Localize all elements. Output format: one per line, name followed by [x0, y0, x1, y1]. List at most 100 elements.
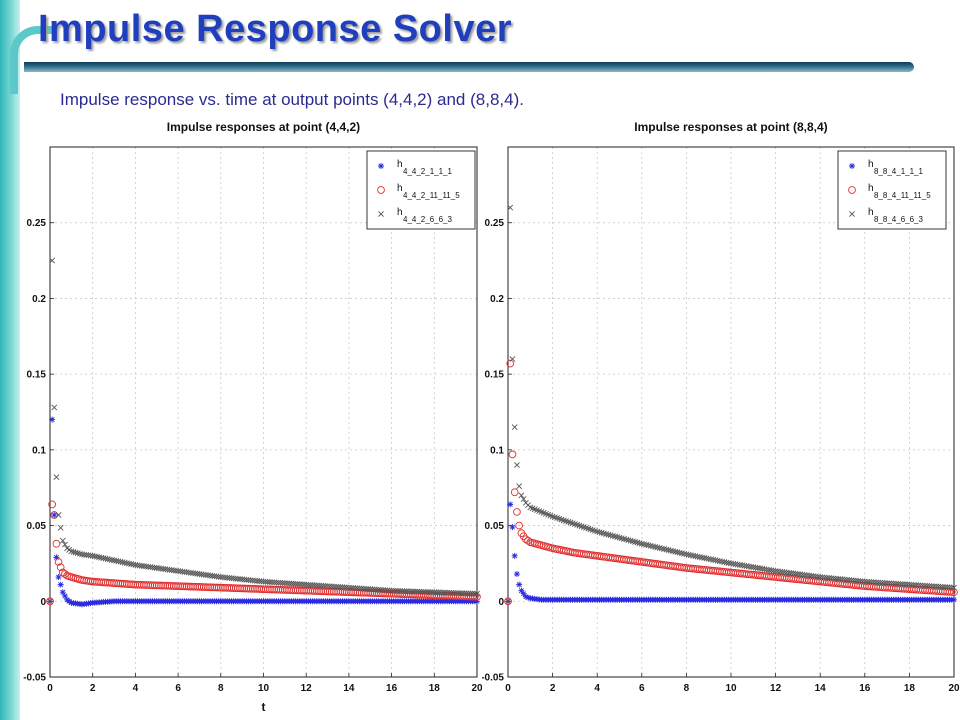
y-tick-label: 0 — [40, 597, 46, 608]
data-point — [768, 567, 775, 574]
data-point — [708, 556, 714, 563]
legend: h4_4_2_1_1_1h4_4_2_11_11_5h4_4_2_6_6_3 — [366, 150, 476, 230]
data-point — [696, 554, 703, 560]
data-point — [520, 590, 527, 597]
data-point — [665, 547, 672, 554]
data-point — [56, 563, 65, 572]
slide-title: Impulse Response Solver — [38, 8, 512, 50]
x-tick-label: 16 — [386, 683, 398, 694]
data-point — [893, 580, 899, 587]
data-point — [507, 204, 514, 211]
data-point — [61, 570, 69, 578]
data-point — [416, 588, 423, 595]
y-tick-label: -0.05 — [482, 673, 504, 684]
legend-marker — [377, 186, 385, 194]
chart-impulse-884: Impulse responses at point (8,8,4) 0 2 4 6 8 1… — [482, 120, 960, 694]
data-point — [939, 583, 946, 590]
data-point — [654, 544, 661, 551]
data-point — [399, 588, 406, 594]
data-point — [49, 257, 56, 264]
x-tick-label: 0 — [47, 683, 53, 694]
data-point — [699, 554, 705, 561]
data-point — [895, 580, 902, 587]
data-point — [931, 583, 937, 590]
data-point — [745, 563, 752, 570]
data-point — [54, 558, 63, 566]
data-point — [933, 583, 940, 590]
data-point — [752, 564, 759, 571]
data-point — [510, 488, 519, 497]
data-point — [46, 597, 54, 606]
data-point — [761, 566, 768, 573]
data-point — [463, 590, 470, 597]
y-tick-label: -0.05 — [23, 673, 46, 684]
data-point — [913, 582, 920, 589]
data-point — [515, 521, 524, 530]
data-point — [919, 582, 926, 589]
x-tick-label: 10 — [258, 683, 270, 694]
x-tick-label: 10 — [725, 683, 737, 694]
series-star — [47, 416, 480, 608]
data-point — [935, 583, 942, 590]
series-star — [505, 501, 957, 605]
data-point — [899, 581, 906, 588]
data-point — [509, 356, 516, 362]
data-point — [444, 589, 451, 596]
data-point — [511, 424, 518, 431]
data-point — [897, 581, 904, 587]
data-point — [513, 508, 521, 516]
data-point — [57, 581, 64, 588]
data-point — [670, 548, 676, 555]
data-point — [656, 545, 663, 551]
data-point — [59, 589, 66, 596]
data-point — [70, 549, 77, 555]
legend: h8_8_4_1_1_1h8_8_4_11_11_5h8_8_4_6_6_3 — [837, 150, 947, 230]
data-point — [507, 501, 514, 508]
data-point — [951, 584, 957, 591]
y-tick-label: 0.25 — [27, 218, 47, 229]
x-tick-label: 12 — [301, 683, 313, 694]
x-tick-label: 14 — [343, 683, 355, 694]
x-tick-label: 8 — [218, 683, 224, 694]
data-point — [516, 483, 523, 490]
data-point — [739, 562, 746, 569]
y-tick-label: 0.1 — [490, 445, 504, 456]
data-point — [388, 587, 395, 594]
data-point — [424, 589, 431, 595]
data-point — [946, 584, 953, 591]
data-point — [754, 565, 761, 571]
data-point — [414, 588, 421, 595]
data-point — [422, 588, 429, 595]
data-point — [509, 524, 516, 531]
data-point — [703, 555, 710, 562]
data-point — [61, 592, 68, 599]
legend-label: h — [868, 159, 874, 170]
chart-panel-left: Impulse responses at point (4,4,2) 0 2 4 6 8 1… — [22, 117, 482, 720]
data-point — [59, 537, 66, 544]
series-circle — [504, 359, 958, 606]
data-point — [674, 549, 681, 556]
data-point — [725, 560, 732, 566]
data-point — [922, 582, 928, 589]
data-point — [643, 541, 650, 548]
data-point — [908, 581, 915, 588]
legend-box — [837, 150, 947, 230]
legend-label-subscript: 4_4_2_1_1_1 — [403, 167, 452, 176]
data-point — [679, 550, 685, 557]
x-tick-label: 0 — [505, 683, 511, 694]
data-point — [712, 557, 719, 564]
data-point — [873, 579, 879, 586]
data-point — [687, 552, 694, 559]
data-point — [723, 559, 730, 566]
chart-title: Impulse responses at point (8,8,4) — [634, 120, 827, 134]
data-point — [950, 588, 958, 597]
legend-label-subscript: 4_4_2_6_6_3 — [403, 215, 452, 224]
data-point — [945, 588, 954, 596]
data-point — [638, 540, 645, 547]
data-point — [685, 551, 692, 558]
data-point — [437, 589, 444, 596]
data-point — [514, 462, 520, 468]
x-tick-label: 2 — [90, 683, 96, 694]
data-point — [407, 588, 414, 595]
data-point — [694, 553, 701, 560]
